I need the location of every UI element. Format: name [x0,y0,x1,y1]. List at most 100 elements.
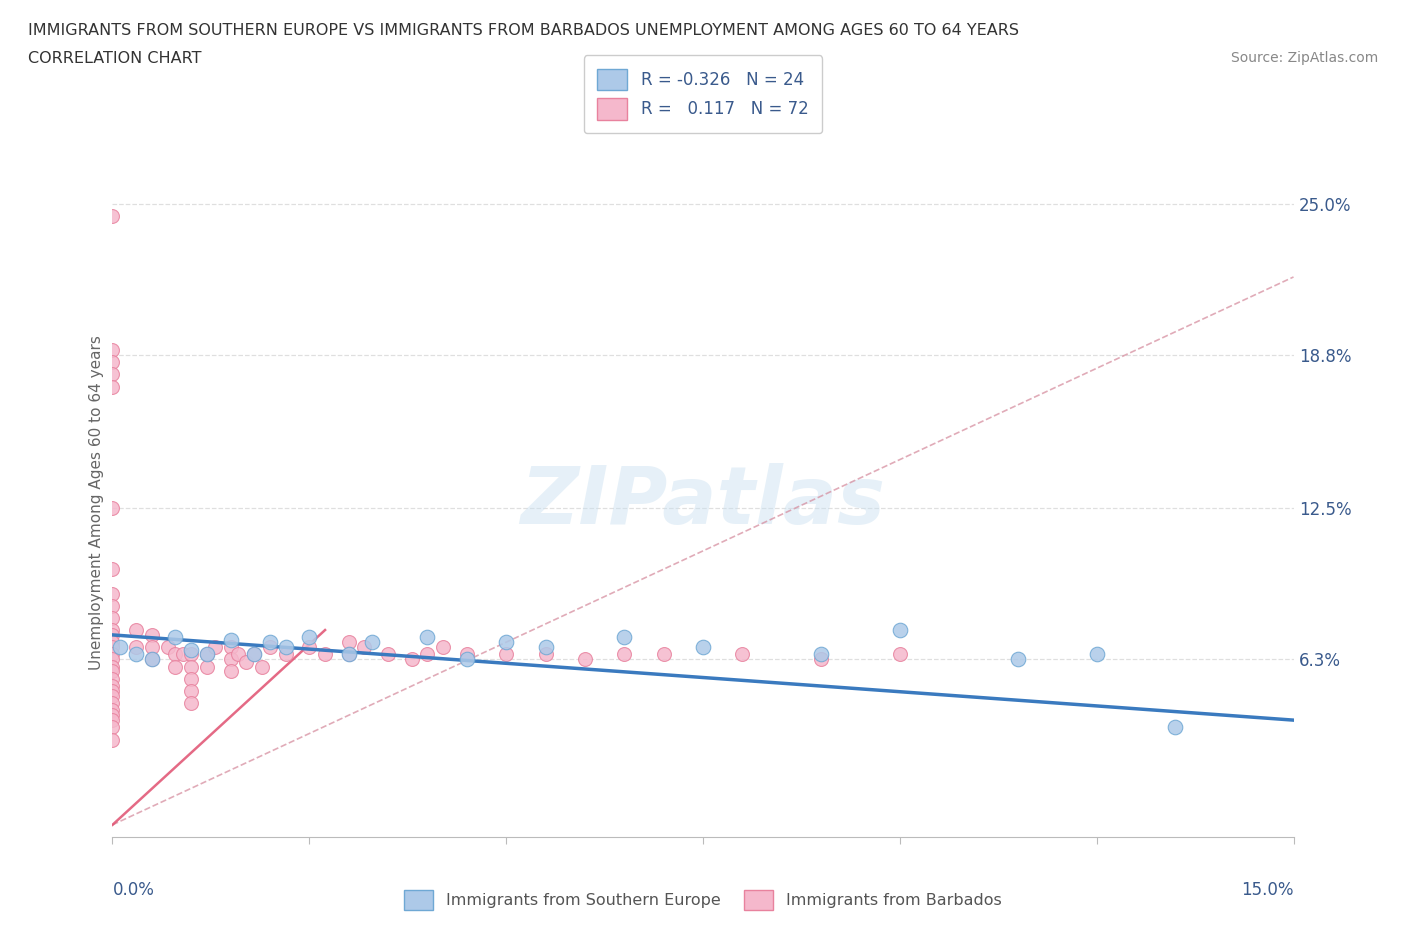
Point [165,647,187,662]
Point [141,628,163,643]
Point [250,659,273,674]
Text: 15.0%: 15.0% [1241,881,1294,898]
Point [180,659,202,674]
Point [101,671,124,686]
Point [101,647,124,662]
Point [172,647,194,662]
Point [889,647,911,662]
Point [101,379,124,394]
Point [274,647,297,662]
Point [613,630,636,644]
Point [298,630,321,644]
Point [219,664,242,679]
Legend: Immigrants from Southern Europe, Immigrants from Barbados: Immigrants from Southern Europe, Immigra… [398,884,1008,916]
Point [101,732,124,747]
Point [204,640,226,655]
Point [125,640,148,655]
Point [156,640,179,655]
Point [101,598,124,613]
Point [101,610,124,625]
Point [337,635,360,650]
Point [298,640,321,655]
Point [337,647,360,662]
Point [731,647,754,662]
Point [495,635,517,650]
Point [101,208,124,223]
Point [101,720,124,735]
Point [416,630,439,644]
Point [195,659,218,674]
Point [101,367,124,382]
Point [180,647,202,662]
Point [235,654,257,669]
Text: ZIPatlas: ZIPatlas [520,463,886,541]
Point [456,647,478,662]
Point [101,664,124,679]
Point [180,671,202,686]
Point [165,659,187,674]
Point [432,640,454,655]
Point [141,652,163,667]
Point [228,647,250,662]
Point [416,647,439,662]
Point [125,622,148,637]
Point [101,562,124,577]
Point [495,647,517,662]
Point [101,708,124,723]
Point [259,640,281,655]
Point [101,635,124,650]
Point [243,647,266,662]
Point [101,679,124,694]
Point [810,652,832,667]
Point [337,647,360,662]
Point [889,622,911,637]
Point [195,647,218,662]
Point [534,647,557,662]
Point [613,647,636,662]
Point [101,640,124,655]
Point [274,640,297,655]
Point [101,712,124,727]
Point [361,635,384,650]
Point [180,684,202,698]
Point [101,501,124,516]
Y-axis label: Unemployment Among Ages 60 to 64 years: Unemployment Among Ages 60 to 64 years [89,335,104,670]
Point [101,703,124,718]
Point [110,640,132,655]
Point [534,640,557,655]
Point [1085,647,1108,662]
Text: 0.0%: 0.0% [112,881,155,898]
Point [101,684,124,698]
Point [101,342,124,357]
Point [195,647,218,662]
Point [314,647,336,662]
Text: CORRELATION CHART: CORRELATION CHART [28,51,201,66]
Point [652,647,675,662]
Point [1007,652,1029,667]
Point [180,642,202,657]
Text: Source: ZipAtlas.com: Source: ZipAtlas.com [1230,51,1378,65]
Point [101,586,124,601]
Point [101,622,124,637]
Point [810,647,832,662]
Point [101,696,124,711]
Point [101,652,124,667]
Point [574,652,596,667]
Point [125,647,148,662]
Point [180,696,202,711]
Point [243,647,266,662]
Point [401,652,423,667]
Point [692,640,714,655]
Point [101,628,124,643]
Point [165,630,187,644]
Point [141,652,163,667]
Point [353,640,375,655]
Point [259,635,281,650]
Text: IMMIGRANTS FROM SOUTHERN EUROPE VS IMMIGRANTS FROM BARBADOS UNEMPLOYMENT AMONG A: IMMIGRANTS FROM SOUTHERN EUROPE VS IMMIG… [28,23,1019,38]
Point [219,632,242,647]
Point [456,652,478,667]
Point [219,652,242,667]
Point [1164,720,1187,735]
Point [101,688,124,703]
Point [219,640,242,655]
